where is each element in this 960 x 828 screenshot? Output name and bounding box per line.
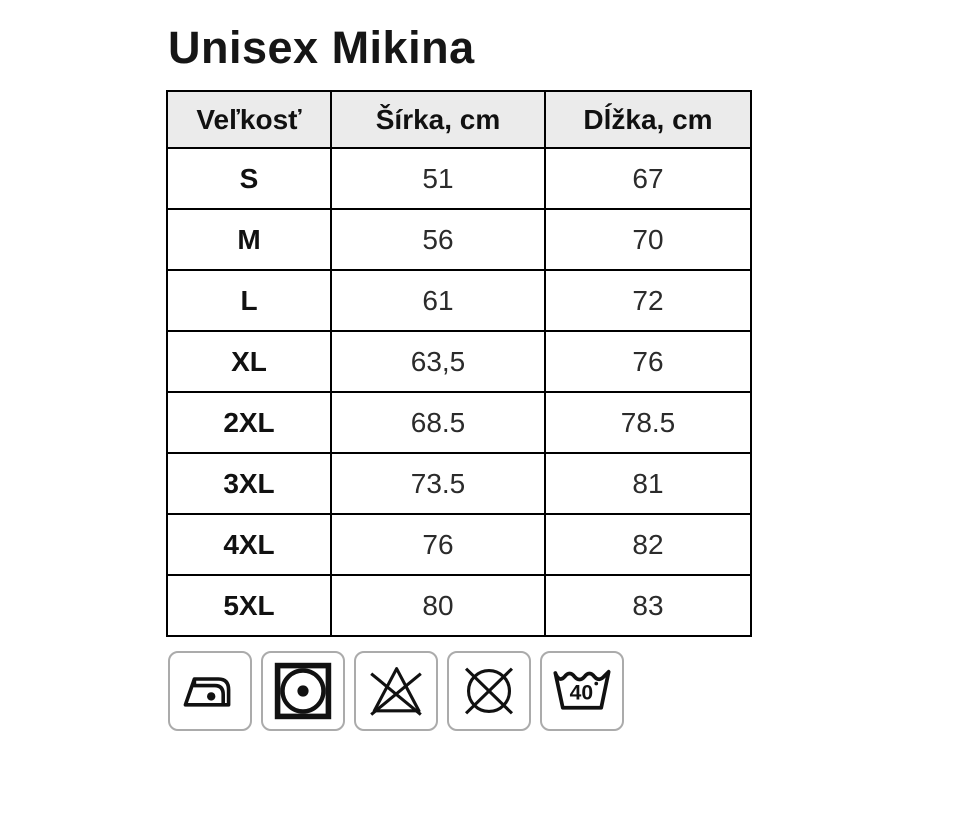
size-label: 4XL [166,513,332,576]
size-label: XL [166,330,332,393]
do-not-bleach-icon [354,651,438,731]
size-label: S [166,147,332,210]
width-value: 68.5 [330,391,546,454]
size-chart-section: Unisex Mikina Veľkosť Šírka, cm Dĺžka, c… [166,22,960,731]
table-row: 4XL 76 82 [166,513,752,576]
width-value: 73.5 [330,452,546,515]
table-row: 2XL 68.5 78.5 [166,391,752,454]
iron-one-dot-icon [168,651,252,731]
length-value: 78.5 [544,391,752,454]
table-row: M 56 70 [166,208,752,271]
size-table-header-row: Veľkosť Šírka, cm Dĺžka, cm [166,90,752,149]
degree-mark [594,681,599,686]
size-label: 5XL [166,574,332,637]
wash-40-degrees-icon: 40 [540,651,624,731]
column-header-width: Šírka, cm [330,90,546,149]
length-value: 76 [544,330,752,393]
column-header-length: Dĺžka, cm [544,90,752,149]
length-value: 67 [544,147,752,210]
length-value: 72 [544,269,752,332]
care-symbols-row: 40 [168,651,960,731]
size-label: L [166,269,332,332]
width-value: 56 [330,208,546,271]
length-value: 81 [544,452,752,515]
tumble-dry-one-dot-icon [261,651,345,731]
table-row: L 61 72 [166,269,752,332]
size-label: 2XL [166,391,332,454]
size-label: M [166,208,332,271]
size-table: Veľkosť Šírka, cm Dĺžka, cm S 51 67 M 56… [166,90,752,637]
table-row: 5XL 80 83 [166,574,752,637]
size-label: 3XL [166,452,332,515]
table-row: 3XL 73.5 81 [166,452,752,515]
width-value: 76 [330,513,546,576]
column-header-size: Veľkosť [166,90,332,149]
wash-temperature-label: 40 [570,682,593,705]
length-value: 82 [544,513,752,576]
width-value: 61 [330,269,546,332]
page-title: Unisex Mikina [168,22,475,73]
width-value: 80 [330,574,546,637]
length-value: 70 [544,208,752,271]
width-value: 63,5 [330,330,546,393]
table-row: S 51 67 [166,147,752,210]
width-value: 51 [330,147,546,210]
table-row: XL 63,5 76 [166,330,752,393]
length-value: 83 [544,574,752,637]
do-not-dry-clean-icon [447,651,531,731]
